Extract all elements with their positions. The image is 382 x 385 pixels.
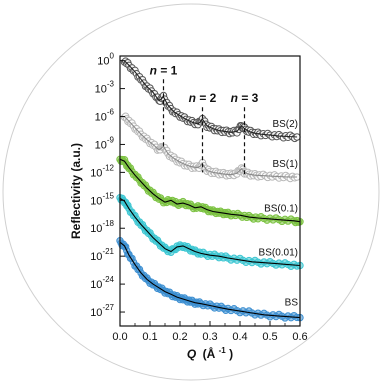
fit-line [119, 241, 301, 319]
fit-line [119, 197, 301, 267]
y-tick-label: 10-18 [90, 219, 114, 235]
x-tick-label: 0.1 [142, 331, 157, 343]
x-axis-title-close: ) [229, 347, 233, 361]
y-tick-label: 10-15 [90, 191, 114, 207]
fit-line [124, 60, 298, 138]
y-tick-label: 10-12 [90, 163, 114, 179]
x-tick-label: 0.5 [262, 331, 277, 343]
series-label: BS(0.01) [259, 247, 298, 258]
annotation-layer: n = 1 n = 2 n = 3 [150, 63, 259, 178]
series-label: BS(2) [272, 119, 298, 130]
y-tick-label: 10-3 [95, 80, 115, 96]
x-axis-ticks: 0.0 0.1 0.2 0.3 0.4 0.5 0.6 [112, 321, 308, 343]
y-tick-label: 10-21 [90, 247, 114, 263]
y-tick-label: 10-27 [90, 303, 114, 319]
background-circle [2, 3, 380, 381]
x-axis-title-unit: (Å [203, 346, 216, 361]
series-BS(0.01) [116, 194, 304, 270]
series-label: BS(1) [272, 159, 298, 170]
series-label: BS [285, 298, 299, 309]
series-layer [116, 57, 304, 322]
y-axis-title: Reflectivity (a.u.) [69, 143, 83, 239]
fit-line [119, 158, 301, 223]
x-axis-title-var: Q [187, 347, 197, 361]
peak-marker-label: n = 2 [189, 91, 217, 105]
x-tick-label: 0.4 [232, 331, 247, 343]
y-tick-label: 10-24 [90, 275, 114, 291]
peak-marker-label: n = 1 [150, 63, 178, 77]
x-tick-label: 0.6 [292, 331, 307, 343]
y-axis-ticks: 100 10-3 10-6 10-9 10-12 10-15 10-18 10-21 10-24… [90, 52, 125, 319]
x-tick-label: 0.2 [172, 331, 187, 343]
series-BS(0.1) [116, 155, 304, 227]
x-axis-title: Q (Å -1 ) [187, 342, 233, 361]
series-BS(2) [120, 57, 301, 143]
y-tick-label: 100 [97, 52, 114, 68]
peak-marker-label: n = 3 [231, 91, 259, 105]
series-label: BS(0.1) [264, 204, 298, 215]
y-tick-label: 10-9 [95, 135, 115, 151]
x-tick-label: 0.3 [202, 331, 217, 343]
series-labels: BS(2) BS(1) BS(0.1) BS(0.01) BS [259, 119, 299, 309]
series-BS [116, 237, 304, 322]
x-tick-label: 0.0 [112, 331, 127, 343]
x-axis-title-exp: -1 [219, 346, 227, 355]
y-tick-label: 10-6 [95, 108, 115, 124]
fit-line [124, 116, 297, 178]
